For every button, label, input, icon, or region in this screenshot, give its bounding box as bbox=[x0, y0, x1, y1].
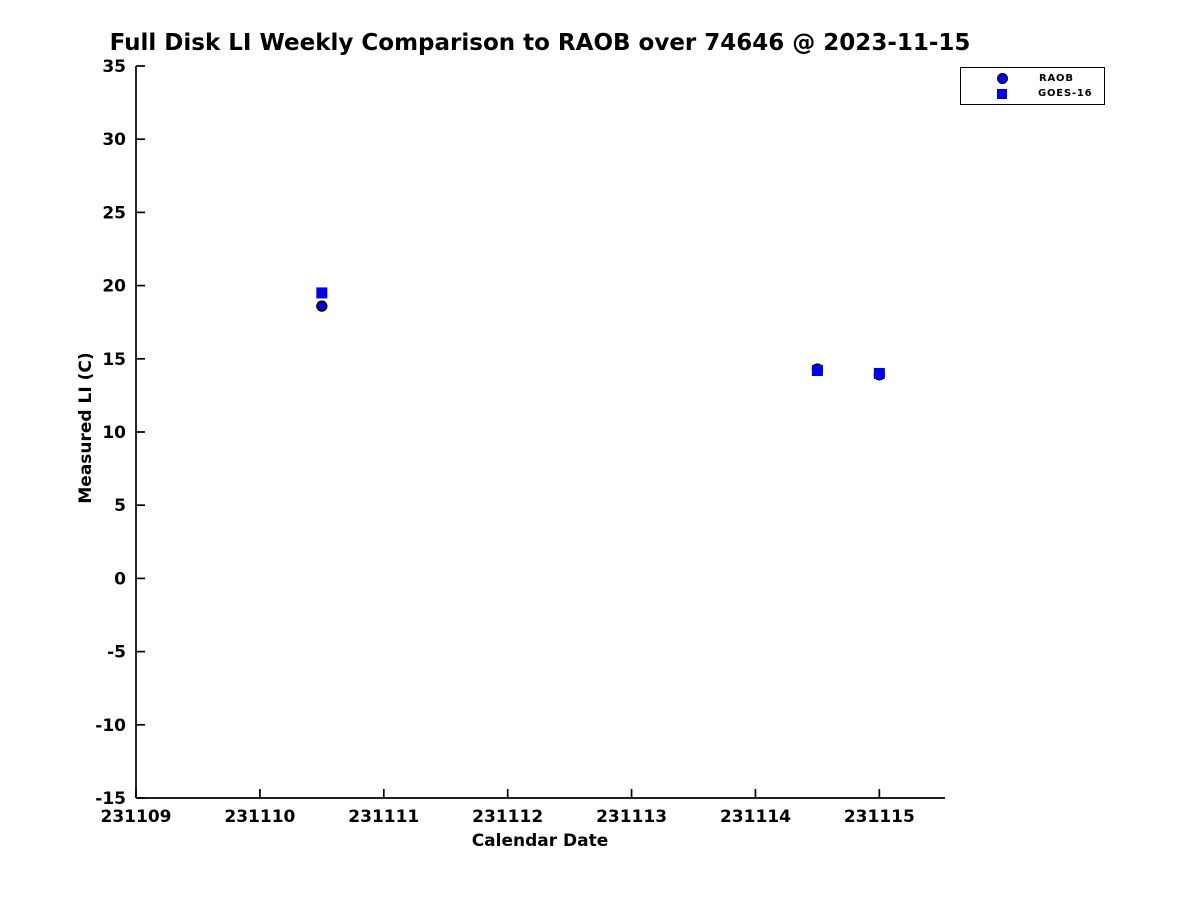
raob-point bbox=[316, 300, 328, 312]
x-tick-label: 231110 bbox=[224, 807, 295, 827]
legend-item-raob: RAOB bbox=[961, 71, 1104, 86]
goes16-point bbox=[316, 287, 328, 299]
y-tick-label: 20 bbox=[102, 277, 126, 297]
y-tick-label: 5 bbox=[114, 496, 126, 516]
goes16-point bbox=[811, 365, 823, 377]
y-tick-label: 25 bbox=[102, 203, 126, 223]
y-tick-label: 30 bbox=[102, 130, 126, 150]
goes16-point bbox=[873, 367, 885, 379]
legend-item-goes16: GOES-16 bbox=[961, 86, 1104, 101]
y-tick-label: -10 bbox=[95, 716, 126, 736]
x-axis-label: Calendar Date bbox=[471, 831, 609, 851]
chart-title: Full Disk LI Weekly Comparison to RAOB o… bbox=[109, 30, 971, 56]
y-tick-label: 15 bbox=[102, 350, 126, 370]
y-tick-label: 35 bbox=[102, 57, 126, 77]
x-tick-label: 231112 bbox=[472, 807, 543, 827]
x-tick-label: 231111 bbox=[348, 807, 419, 827]
goes16-square-marker-icon bbox=[997, 88, 1007, 99]
y-tick-label: -15 bbox=[95, 789, 126, 809]
y-axis-label: Measured LI (C) bbox=[76, 352, 96, 504]
legend-label-raob: RAOB bbox=[1039, 72, 1074, 84]
legend-label-goes16: GOES-16 bbox=[1038, 88, 1093, 100]
y-tick-label: -5 bbox=[107, 643, 126, 663]
y-tick-label: 0 bbox=[114, 569, 126, 589]
y-tick-label: 10 bbox=[102, 423, 126, 443]
x-tick-label: 231109 bbox=[101, 807, 172, 827]
x-tick-label: 231113 bbox=[596, 807, 667, 827]
raob-circle-marker-icon bbox=[997, 72, 1008, 84]
x-tick-label: 231115 bbox=[844, 807, 915, 827]
legend-box: RAOB GOES-16 bbox=[960, 67, 1105, 105]
x-tick-label: 231114 bbox=[720, 807, 791, 827]
